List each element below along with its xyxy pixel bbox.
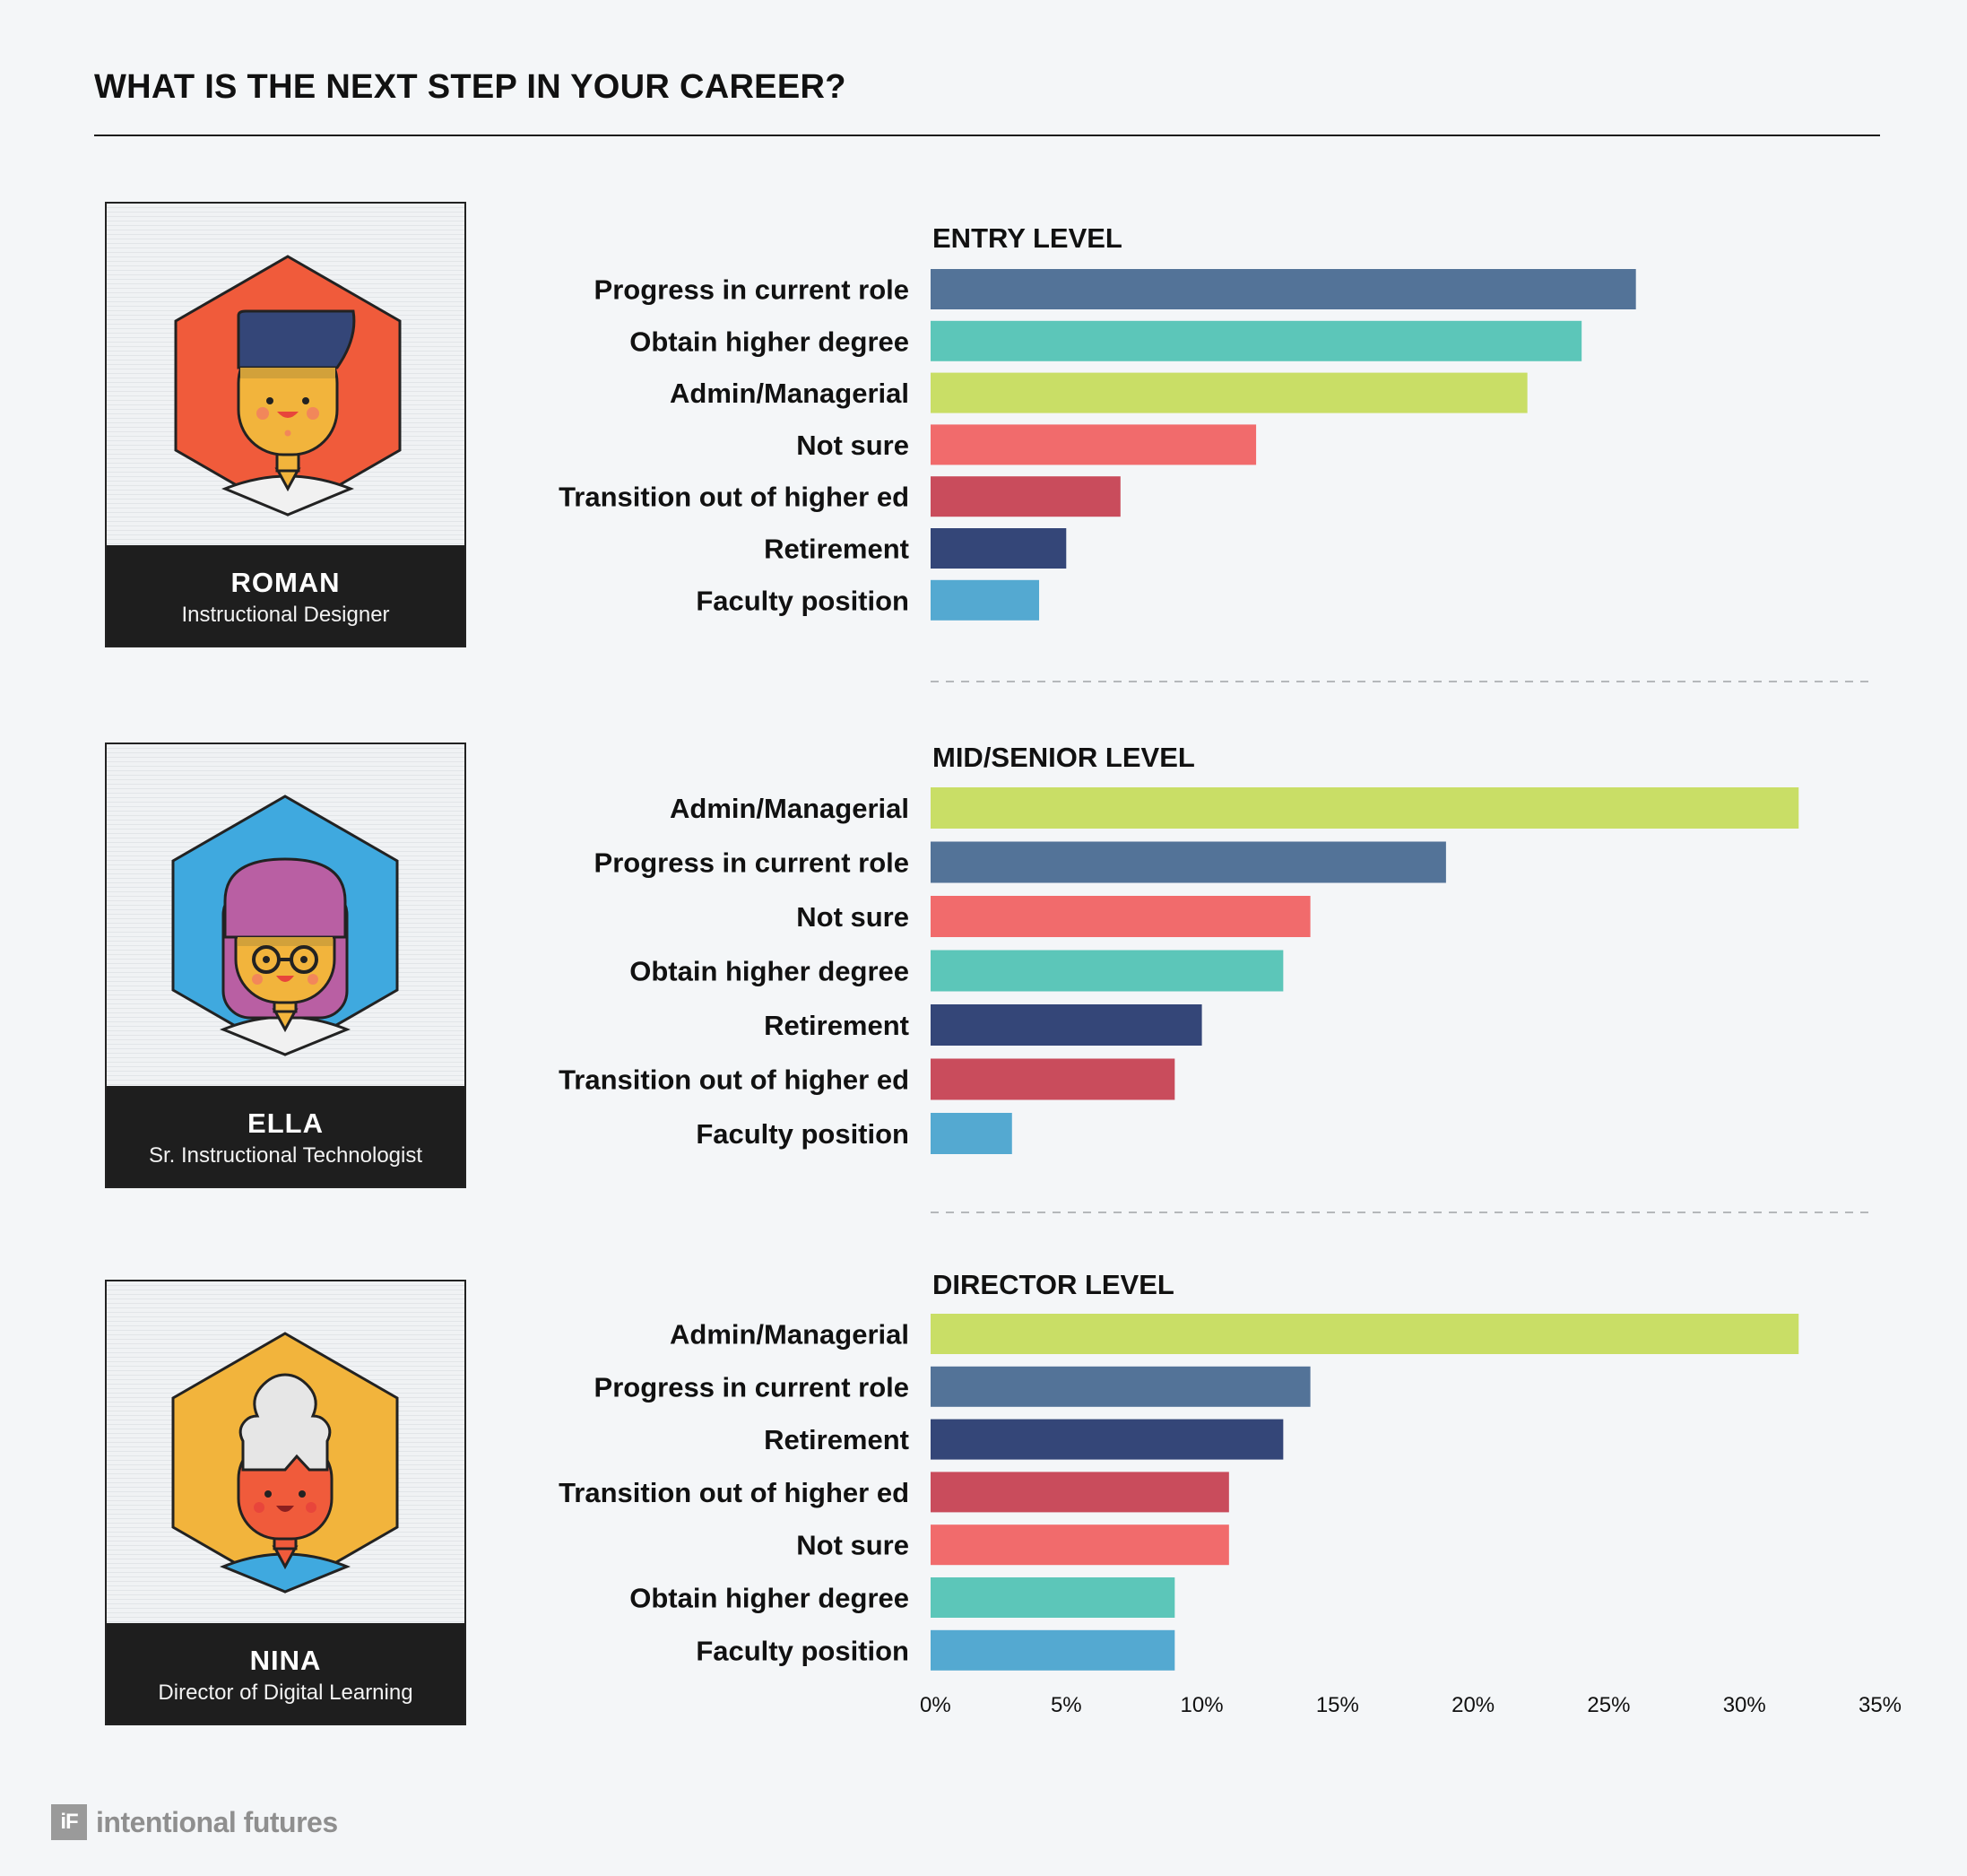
category-label: Faculty position [696,1635,909,1666]
persona-name: ELLA [247,1107,324,1139]
category-label: Admin/Managerial [670,1319,909,1351]
bar [931,579,1040,621]
persona-role: Director of Digital Learning [158,1681,413,1705]
brand-logo: iF intentional futures [51,1804,338,1840]
x-axis: 0% 5% 10% 15% 20% 25% 30% 35% [920,1693,1902,1717]
category-label: Obtain higher degree [629,956,909,987]
bar [931,1366,1311,1407]
x-tick-label: 35% [1859,1693,1902,1717]
category-label: Faculty position [696,585,909,616]
persona-role: Sr. Instructional Technologist [148,1143,423,1168]
bar [931,1577,1175,1618]
category-label: Admin/Managerial [670,378,909,409]
category-label: Transition out of higher ed [559,1477,909,1508]
category-label: Faculty position [696,1118,909,1150]
category-label: Obtain higher degree [629,326,909,357]
persona-name: NINA [249,1645,322,1676]
bar [931,1314,1799,1354]
chart-title: ENTRY LEVEL [932,222,1122,254]
x-tick-label: 10% [1181,1693,1224,1717]
persona-nameplate: NINA Director of Digital Learning [107,1623,464,1724]
bar [931,1524,1229,1566]
chart-2: DIRECTOR LEVEL Admin/Managerial Progress i… [559,1269,1799,1671]
persona-card-roman: ROMAN Instructional Designer [105,202,466,647]
chart-title: DIRECTOR LEVEL [932,1269,1174,1300]
bar [931,787,1799,829]
bar [931,1113,1012,1154]
chart-0: ENTRY LEVEL Progress in current role Obtai… [559,222,1636,621]
bar [931,528,1067,569]
title-divider [94,135,1880,136]
chart-title: MID/SENIOR LEVEL [932,742,1195,773]
woman-with-white-hair-avatar-icon [171,1332,399,1594]
category-label: Admin/Managerial [670,793,909,824]
category-label: Not sure [796,901,909,933]
bar [931,896,1311,937]
bar [931,424,1257,465]
brand-name: intentional futures [96,1805,338,1838]
persona-nameplate: ELLA Sr. Instructional Technologist [107,1086,464,1186]
category-label: Transition out of higher ed [559,482,909,513]
x-tick-label: 0% [920,1693,951,1717]
logo-mark: iF [51,1804,87,1840]
bar [931,1004,1202,1046]
category-label: Transition out of higher ed [559,1064,909,1096]
x-tick-label: 25% [1587,1693,1630,1717]
category-label: Not sure [796,1530,909,1561]
bar [931,1629,1175,1671]
category-label: Not sure [796,430,909,461]
x-tick-label: 5% [1051,1693,1082,1717]
category-label: Retirement [764,534,909,565]
category-label: Progress in current role [594,274,909,306]
bar [931,320,1582,361]
man-avatar-icon [174,255,402,517]
persona-nameplate: ROMAN Instructional Designer [107,545,464,646]
x-tick-label: 15% [1316,1693,1359,1717]
bar [931,1058,1175,1100]
bar [931,950,1284,992]
bar [931,372,1528,413]
bar [931,1472,1229,1513]
category-label: Obtain higher degree [629,1583,909,1614]
persona-name: ROMAN [230,567,341,598]
category-label: Progress in current role [594,1371,909,1403]
x-tick-label: 20% [1451,1693,1495,1717]
bar [931,476,1121,517]
bar [931,841,1446,883]
bar [931,269,1636,309]
category-label: Retirement [764,1010,909,1041]
category-label: Progress in current role [594,847,909,879]
persona-role: Instructional Designer [181,603,390,627]
bar [931,1419,1284,1460]
x-tick-label: 30% [1723,1693,1766,1717]
persona-card-nina: NINA Director of Digital Learning [105,1280,466,1725]
page-title: WHAT IS THE NEXT STEP IN YOUR CAREER? [94,68,846,106]
persona-card-ella: ELLA Sr. Instructional Technologist [105,743,466,1188]
chart-1: MID/SENIOR LEVEL Admin/Managerial Progress… [559,742,1799,1154]
woman-with-glasses-avatar-icon [171,795,399,1056]
category-label: Retirement [764,1424,909,1455]
